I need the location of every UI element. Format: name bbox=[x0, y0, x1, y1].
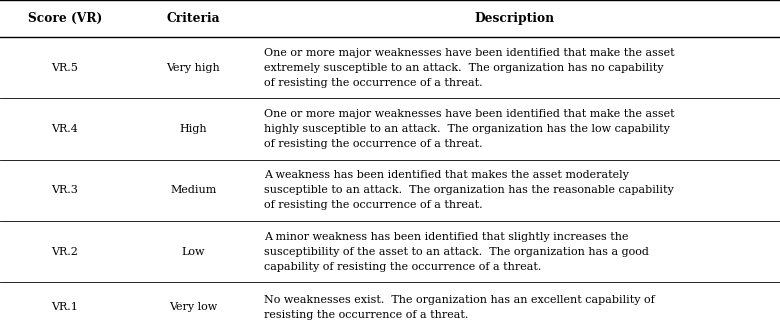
Text: susceptible to an attack.  The organization has the reasonable capability: susceptible to an attack. The organizati… bbox=[264, 185, 673, 196]
Text: Very high: Very high bbox=[167, 63, 220, 73]
Text: A weakness has been identified that makes the asset moderately: A weakness has been identified that make… bbox=[264, 170, 629, 180]
Text: One or more major weaknesses have been identified that make the asset: One or more major weaknesses have been i… bbox=[264, 48, 674, 58]
Text: A minor weakness has been identified that slightly increases the: A minor weakness has been identified tha… bbox=[264, 232, 628, 242]
Text: resisting the occurrence of a threat.: resisting the occurrence of a threat. bbox=[264, 310, 468, 320]
Text: Medium: Medium bbox=[170, 185, 217, 196]
Text: of resisting the occurrence of a threat.: of resisting the occurrence of a threat. bbox=[264, 78, 482, 88]
Text: Very low: Very low bbox=[169, 302, 218, 312]
Text: VR.5: VR.5 bbox=[51, 63, 78, 73]
Text: VR.4: VR.4 bbox=[51, 124, 78, 134]
Text: Score (VR): Score (VR) bbox=[27, 12, 102, 25]
Text: extremely susceptible to an attack.  The organization has no capability: extremely susceptible to an attack. The … bbox=[264, 63, 663, 73]
Text: capability of resisting the occurrence of a threat.: capability of resisting the occurrence o… bbox=[264, 262, 541, 272]
Text: Criteria: Criteria bbox=[167, 12, 220, 25]
Text: Low: Low bbox=[182, 247, 205, 257]
Text: of resisting the occurrence of a threat.: of resisting the occurrence of a threat. bbox=[264, 139, 482, 149]
Text: VR.3: VR.3 bbox=[51, 185, 78, 196]
Text: VR.2: VR.2 bbox=[51, 247, 78, 257]
Text: No weaknesses exist.  The organization has an excellent capability of: No weaknesses exist. The organization ha… bbox=[264, 295, 654, 305]
Text: of resisting the occurrence of a threat.: of resisting the occurrence of a threat. bbox=[264, 201, 482, 210]
Text: High: High bbox=[179, 124, 207, 134]
Text: One or more major weaknesses have been identified that make the asset: One or more major weaknesses have been i… bbox=[264, 109, 674, 119]
Text: highly susceptible to an attack.  The organization has the low capability: highly susceptible to an attack. The org… bbox=[264, 124, 669, 134]
Text: VR.1: VR.1 bbox=[51, 302, 78, 312]
Text: Description: Description bbox=[475, 12, 555, 25]
Text: susceptibility of the asset to an attack.  The organization has a good: susceptibility of the asset to an attack… bbox=[264, 247, 648, 257]
